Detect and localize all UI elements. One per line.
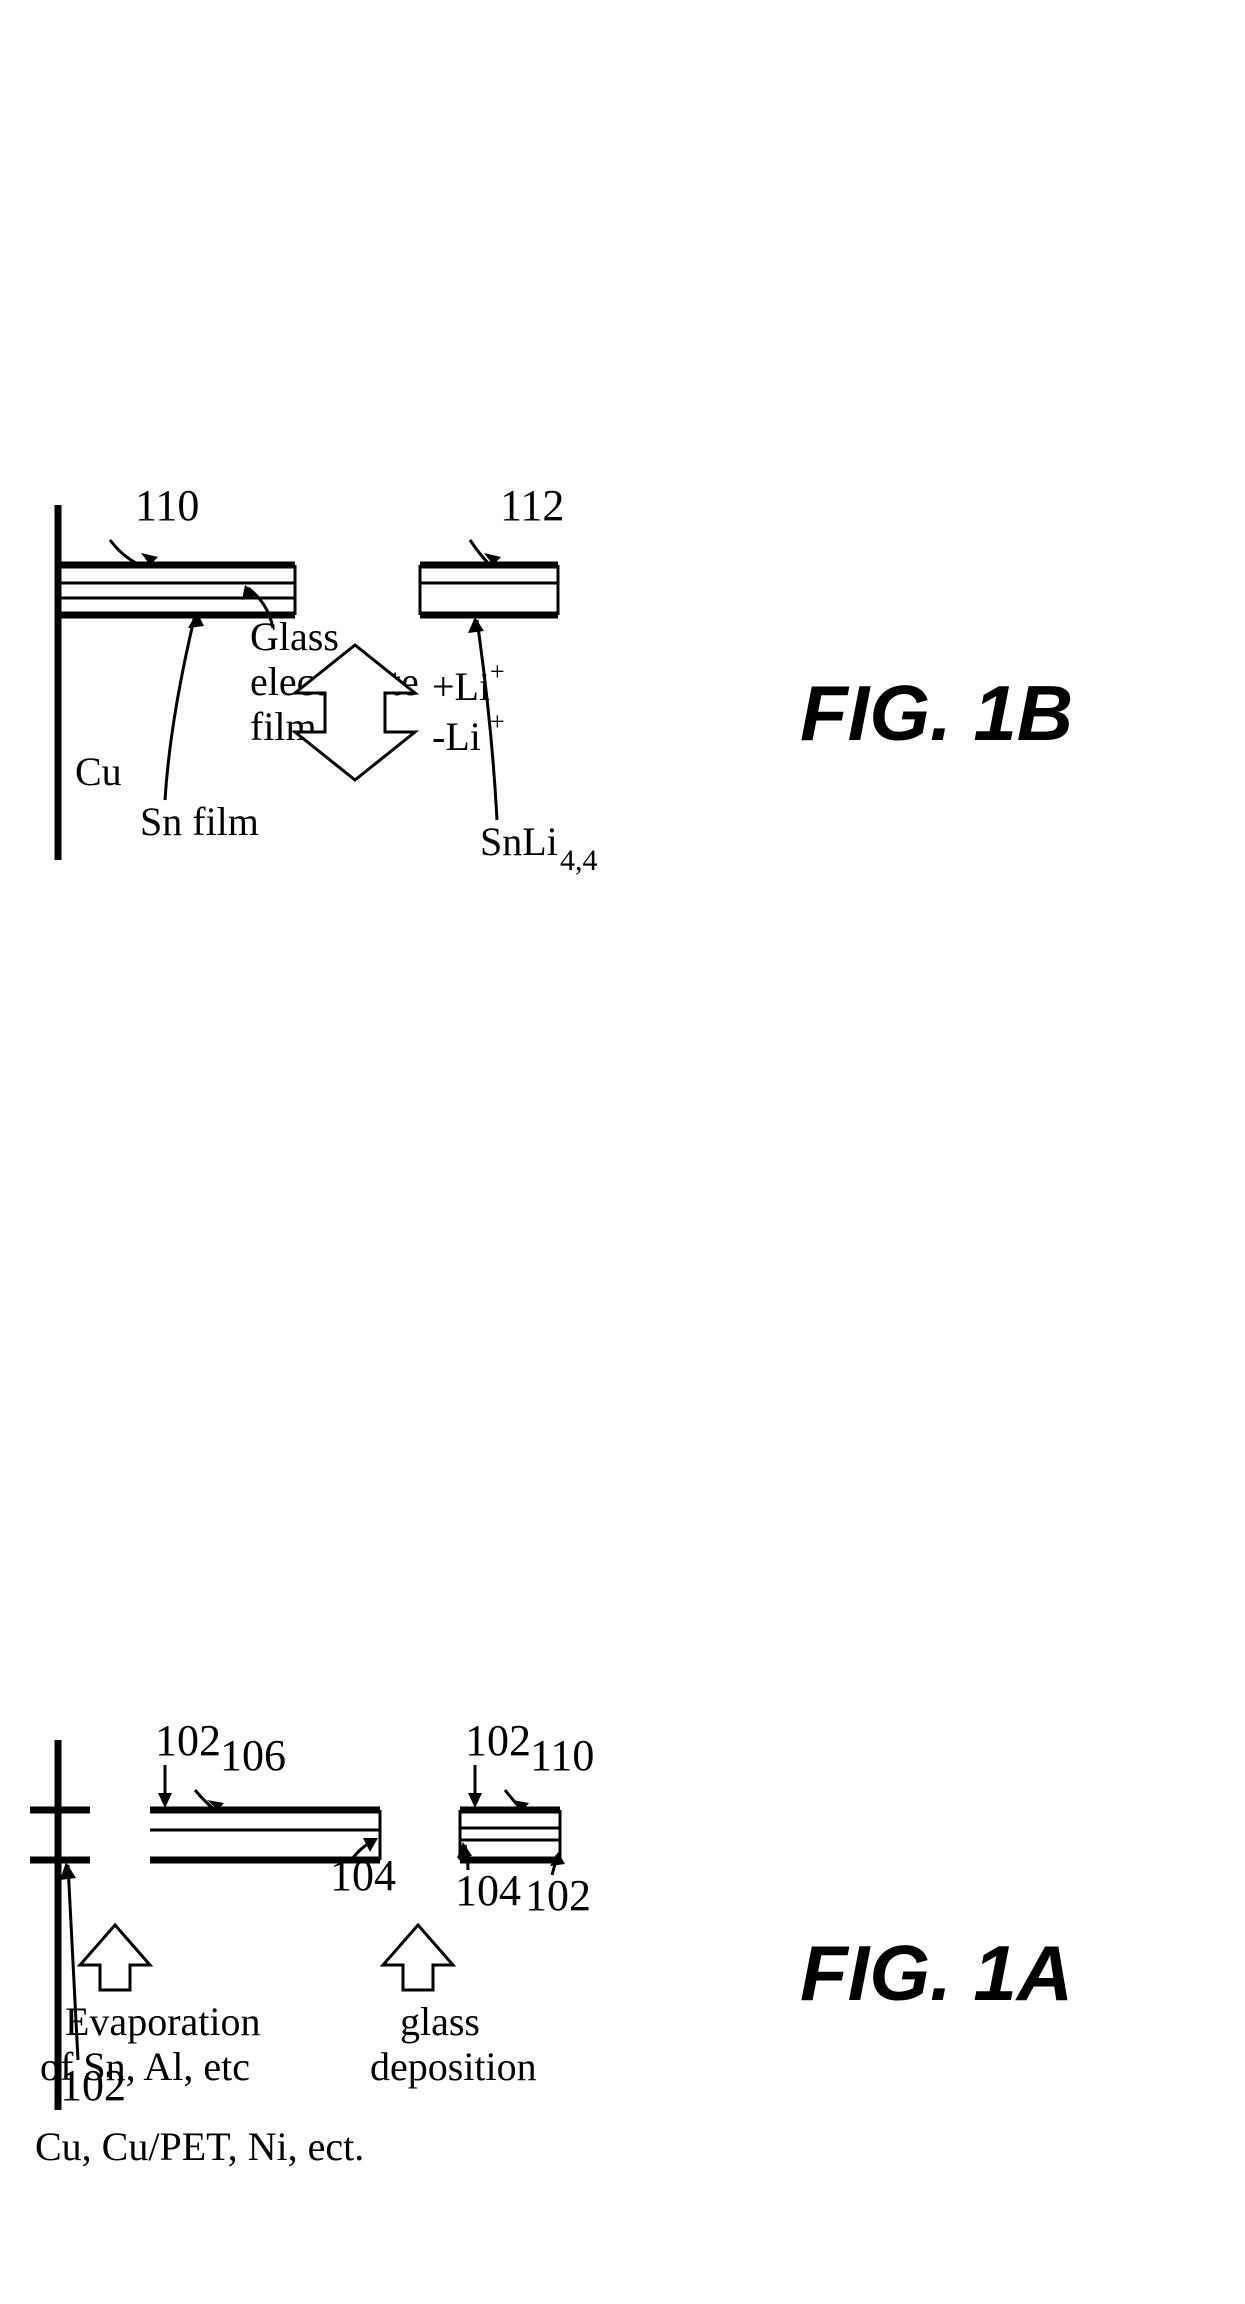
fig1b-arrowhead-snli — [468, 617, 484, 633]
fig1b-stack-110 — [60, 565, 295, 615]
fig1a-evap-l1: Evaporation — [65, 1999, 261, 2044]
fig1a-ref-102-b: 102 — [155, 1716, 221, 1765]
svg-text:4,4: 4,4 — [560, 844, 598, 877]
fig1a-stack-110 — [460, 1810, 560, 1860]
fig1a-ref-104-a: 104 — [330, 1851, 396, 1900]
fig1b-li-top: +Li — [432, 664, 490, 709]
fig1b-li-bot: -Li — [432, 714, 481, 759]
fig1b-li-top-sup: + — [490, 657, 505, 686]
fig1a-glass-l2: deposition — [370, 2044, 537, 2089]
fig1a-ref-104-b: 104 — [455, 1866, 521, 1915]
fig1b-leader-112 — [470, 540, 490, 565]
fig1a-ref-102-d: 102 — [525, 1871, 591, 1920]
fig1a-ref-102-c: 102 — [465, 1716, 531, 1765]
fig1a-glass-arrow — [383, 1925, 453, 1990]
fig1a-arrowhead-102b — [158, 1793, 172, 1808]
fig1a-leader-110 — [505, 1790, 520, 1808]
fig1b-leader-sn — [165, 615, 195, 800]
svg-text:Glass: Glass — [250, 614, 339, 659]
fig1b-li-bot-sup: + — [490, 707, 505, 736]
fig1b-cu-label: Cu — [75, 749, 122, 794]
fig1a-substrate-label: Cu, Cu/PET, Ni, ect. — [35, 2124, 364, 2169]
fig1a-evap-l2: of Sn, Al, etc — [40, 2044, 250, 2089]
svg-text:SnLi: SnLi — [480, 819, 558, 864]
fig1a-evap-arrow — [80, 1925, 150, 1990]
fig1a-arrowhead-102a — [60, 1862, 76, 1880]
fig1b-sn-label: Sn film — [140, 799, 259, 844]
fig1b-snli-label: SnLi 4,4 — [480, 819, 598, 877]
fig1b-ref-110: 110 — [135, 481, 199, 530]
fig1b-title: FIG. 1B — [800, 669, 1073, 757]
fig1a-ref-106: 106 — [220, 1731, 286, 1780]
fig1b-ref-112: 112 — [500, 481, 564, 530]
fig1a-title: FIG. 1A — [800, 1929, 1073, 2017]
fig1a-glass-l1: glass — [400, 1999, 480, 2044]
fig1a-arrowhead-102c — [468, 1793, 482, 1808]
fig1b-stack-112 — [420, 565, 558, 615]
fig1a-ref-110: 110 — [530, 1731, 594, 1780]
